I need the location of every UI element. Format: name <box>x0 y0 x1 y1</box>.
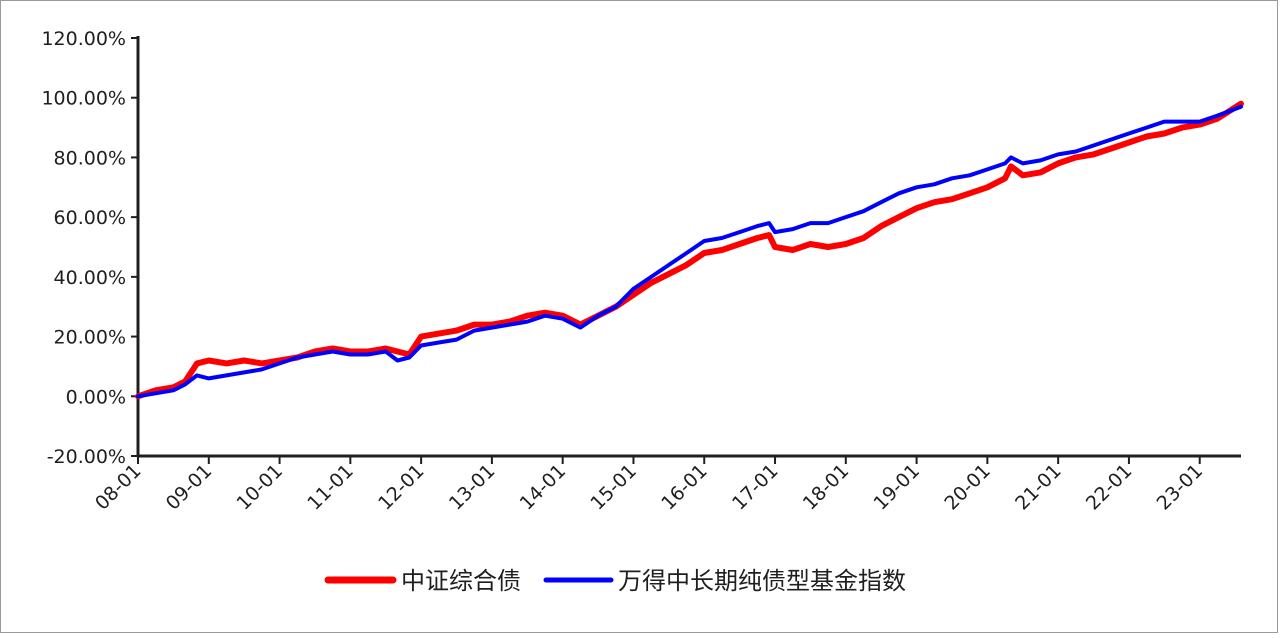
legend-label-1: 中证综合债 <box>401 567 521 595</box>
legend: 中证综合债 万得中长期纯债型基金指数 <box>324 567 906 595</box>
x-tick-label: 19-01 <box>870 460 925 515</box>
x-tick-label: 20-01 <box>940 460 995 515</box>
x-tick-label: 08-01 <box>91 460 146 515</box>
y-axis: 120.00% 100.00% 80.00% 60.00% 40.00% 20.00% 0.… <box>41 28 140 468</box>
x-tick-label: 18-01 <box>799 460 854 515</box>
x-axis: 08-01 09-01 10-01 11-01 12-01 13-01 14-01 15-01… <box>91 454 1241 515</box>
y-tick-label: 40.00% <box>54 267 126 289</box>
x-tick-label: 12-01 <box>374 460 429 515</box>
x-tick-label: 11-01 <box>303 460 358 515</box>
x-tick-label: 10-01 <box>232 460 287 515</box>
x-tick-label: 13-01 <box>445 460 500 515</box>
y-tick-label: 20.00% <box>54 327 126 349</box>
y-tick-label: -20.00% <box>47 446 126 468</box>
x-tick-label: 21-01 <box>1011 460 1066 515</box>
legend-label-2: 万得中长期纯债型基金指数 <box>618 567 906 595</box>
y-tick-label: 100.00% <box>41 88 126 110</box>
series-line-2 <box>136 104 1243 399</box>
y-tick-label: 80.00% <box>54 147 126 169</box>
x-tick-label: 17-01 <box>728 460 783 515</box>
y-tick-label: 60.00% <box>54 207 126 229</box>
x-tick-label: 15-01 <box>586 460 641 515</box>
x-tick-label: 16-01 <box>657 460 712 515</box>
y-tick-label: 0.00% <box>66 386 126 408</box>
series-layer <box>135 100 1244 400</box>
x-tick-label: 23-01 <box>1153 460 1208 515</box>
x-tick-label: 09-01 <box>162 460 217 515</box>
series-line-1 <box>135 100 1244 400</box>
y-tick-label: 120.00% <box>41 28 126 50</box>
x-tick-label: 14-01 <box>516 460 571 515</box>
x-tick-label: 22-01 <box>1082 460 1137 515</box>
